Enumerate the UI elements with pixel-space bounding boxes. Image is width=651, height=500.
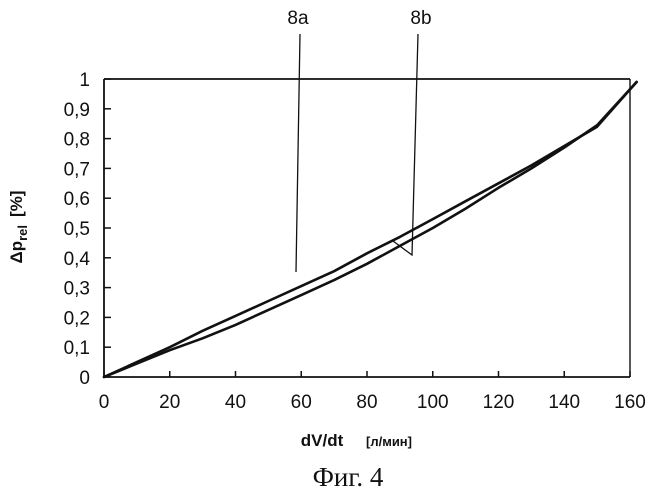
x-tick-label: 40 — [225, 392, 246, 413]
y-tick-label: 0,3 — [64, 279, 90, 300]
x-tick-label: 60 — [291, 392, 312, 413]
series-line-8a — [104, 82, 637, 377]
y-tick-label: 0,1 — [64, 338, 90, 359]
y-tick-label: 0,6 — [64, 189, 90, 210]
y-tick-label: 0,7 — [64, 159, 90, 180]
leader-line-8b — [393, 34, 418, 255]
y-tick-label: 1 — [79, 70, 90, 91]
x-tick-label: 120 — [483, 392, 515, 413]
series-line-8b — [104, 82, 637, 377]
series-label-8b: 8b — [410, 8, 431, 29]
y-tick-label: 0,5 — [64, 219, 90, 240]
y-axis-title-unit: [%] — [7, 191, 26, 217]
y-tick-label: 0,2 — [64, 308, 90, 329]
y-axis-title: Δprel [%] — [7, 191, 30, 264]
x-tick-label: 20 — [159, 392, 180, 413]
x-tick-label: 140 — [548, 392, 580, 413]
axes — [104, 79, 630, 377]
y-axis-title-sub: rel — [15, 225, 30, 241]
series-label-8a: 8a — [287, 8, 309, 29]
y-tick-label: 0,9 — [64, 100, 90, 121]
x-tick-label: 160 — [614, 392, 646, 413]
y-tick-label: 0,4 — [64, 249, 91, 270]
x-axis-unit: [л/мин] — [366, 434, 412, 449]
y-tick-label: 0,8 — [64, 130, 90, 151]
x-tick-label: 0 — [99, 392, 110, 413]
curves — [104, 82, 637, 377]
y-axis-title-main: Δp — [7, 241, 26, 264]
x-axis-title: dV/dt — [301, 431, 344, 450]
y-tick-label: 0 — [79, 368, 90, 389]
figure-caption: Фиг. 4 — [313, 462, 384, 492]
leader-line-8a — [296, 34, 300, 272]
x-tick-label: 100 — [417, 392, 449, 413]
x-tick-label: 80 — [356, 392, 377, 413]
